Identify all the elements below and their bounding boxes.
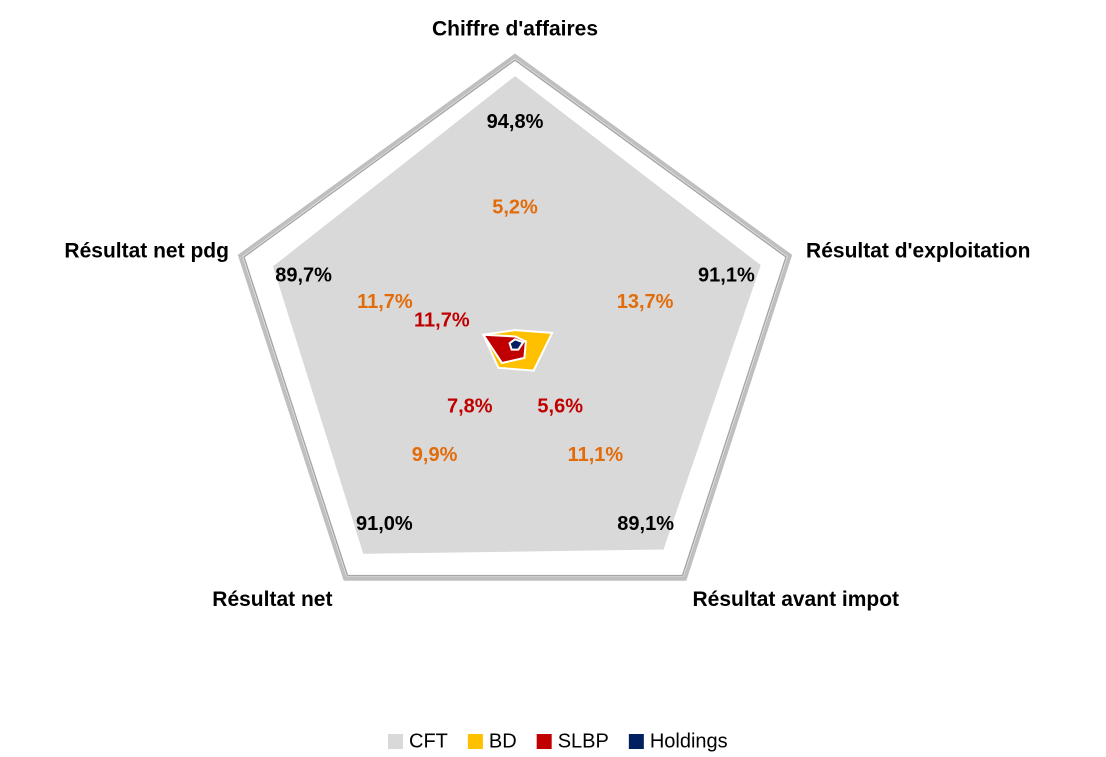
value-label: 11,7% xyxy=(414,310,470,332)
value-label: 94,8% xyxy=(487,111,544,133)
value-label: 7,8% xyxy=(447,396,493,418)
value-label: 5,2% xyxy=(492,196,538,218)
radar-area xyxy=(270,73,764,556)
value-label: 13,7% xyxy=(617,291,674,313)
value-label: 5,6% xyxy=(537,396,583,418)
radar-frame-shadow xyxy=(237,53,793,581)
value-label: 89,1% xyxy=(617,513,674,535)
value-label: 11,7% xyxy=(357,291,413,313)
category-label: Chiffre d'affaires xyxy=(432,18,598,41)
legend-label: BD xyxy=(489,730,517,752)
value-label: 91,0% xyxy=(356,513,413,535)
value-label: 91,1% xyxy=(698,265,755,287)
value-label: 11,1% xyxy=(568,444,624,466)
legend-swatch xyxy=(628,734,644,749)
value-label: 89,7% xyxy=(275,265,332,287)
category-label: Résultat net pdg xyxy=(64,239,229,262)
legend-swatch xyxy=(536,734,552,749)
value-label: 9,9% xyxy=(412,444,458,466)
category-label: Résultat avant impot xyxy=(693,588,900,611)
radar-area xyxy=(508,338,525,351)
legend-swatch xyxy=(467,734,483,749)
legend-swatch xyxy=(388,734,403,749)
legend-label: SLBP xyxy=(558,730,609,752)
category-label: Résultat net xyxy=(212,588,332,611)
category-label: Résultat d'exploitation xyxy=(806,239,1030,262)
legend-label: Holdings xyxy=(650,730,728,752)
legend-label: CFT xyxy=(409,730,448,752)
